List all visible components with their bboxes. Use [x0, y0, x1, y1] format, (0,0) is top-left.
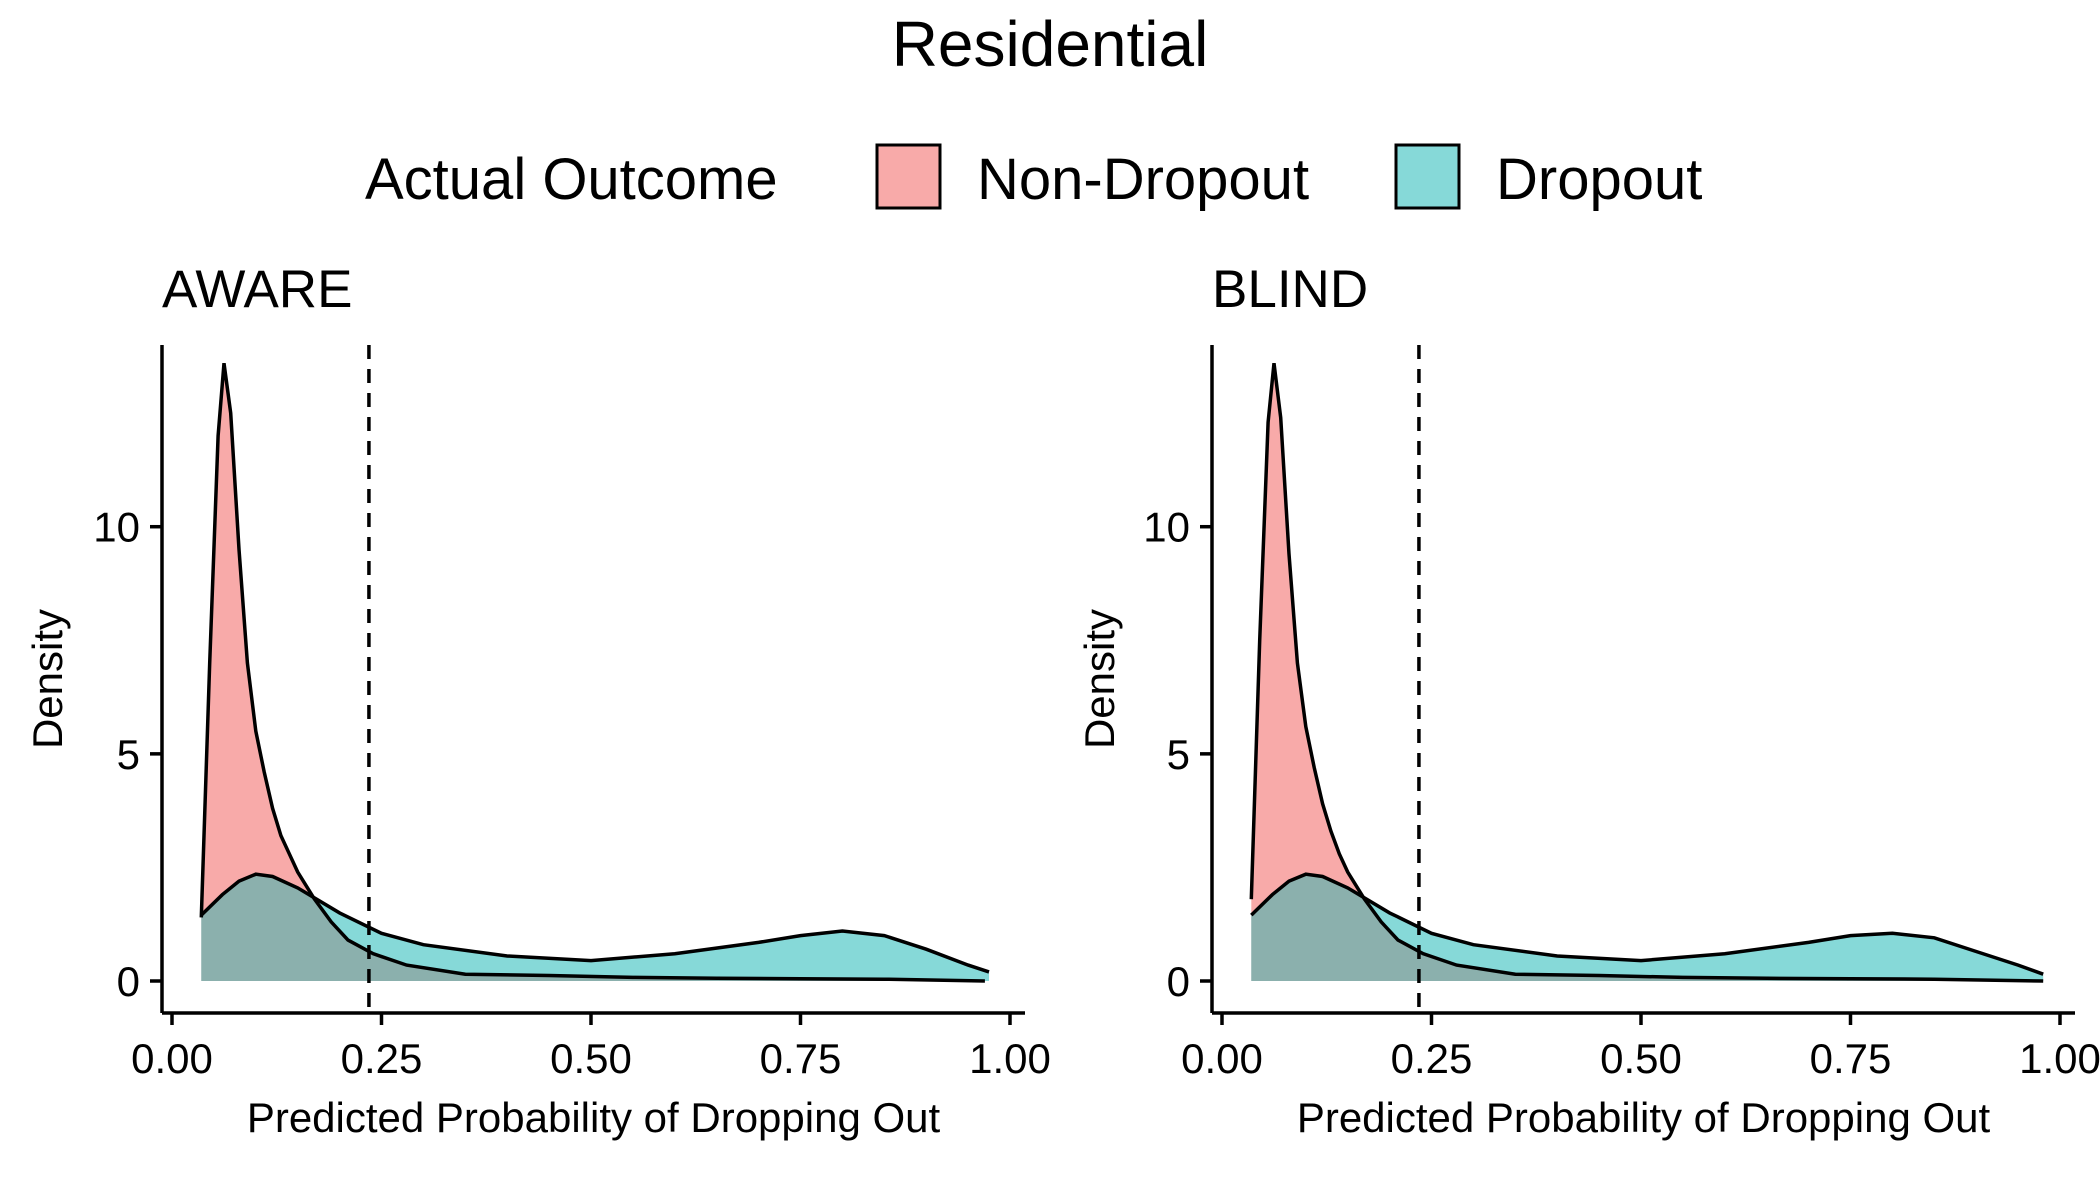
- legend-label-dropout: Dropout: [1496, 147, 1702, 212]
- y-axis-label: Density: [24, 609, 71, 749]
- legend-key-non-dropout: [875, 143, 942, 210]
- x-axis-label: Predicted Probability of Dropping Out: [1297, 1094, 1991, 1141]
- x-tick-label: 0.25: [341, 1035, 423, 1082]
- x-tick-label: 0.50: [550, 1035, 632, 1082]
- x-tick-label: 1.00: [969, 1035, 1051, 1082]
- x-tick-label: 0.00: [131, 1035, 213, 1082]
- density-line-dropout: [1250, 872, 2044, 976]
- x-tick-label: 1.00: [2019, 1035, 2100, 1082]
- x-tick-label: 0.75: [760, 1035, 842, 1082]
- legend-label-non-dropout: Non-Dropout: [977, 147, 1309, 212]
- density-line-non-dropout: [199, 362, 985, 983]
- panel-title: AWARE: [162, 260, 352, 319]
- x-axis-label: Predicted Probability of Dropping Out: [247, 1094, 941, 1141]
- x-tick-label: 0.00: [1181, 1035, 1263, 1082]
- density-area-dropout: [201, 874, 990, 981]
- density-area-non-dropout: [201, 363, 985, 981]
- x-tick-label: 0.75: [1810, 1035, 1892, 1082]
- density-line-dropout: [200, 872, 990, 974]
- density-line-non-dropout: [1249, 362, 2044, 983]
- y-tick-label: 5: [117, 731, 140, 778]
- y-tick-label: 0: [1167, 958, 1190, 1005]
- legend-title: Actual Outcome: [365, 147, 778, 212]
- y-tick-label: 10: [93, 504, 140, 551]
- legend: Actual Outcome Non-Dropout Dropout: [365, 143, 1702, 212]
- y-tick-label: 10: [1143, 504, 1190, 551]
- y-tick-label: 0: [117, 958, 140, 1005]
- y-axis-label: Density: [1076, 609, 1123, 749]
- panel-title: BLIND: [1212, 260, 1368, 319]
- panel-blind: 0.00 0.25 0.50 0.75 1.00 0 5 10 Predicted Probab…: [1076, 260, 2100, 1141]
- density-area-non-dropout: [1251, 363, 2044, 981]
- density-area-dropout: [1251, 874, 2044, 981]
- y-tick-label: 5: [1167, 731, 1190, 778]
- x-tick-label: 0.25: [1391, 1035, 1473, 1082]
- panel-aware: 0.00 0.25 0.50 0.75 1.00 0 5 10 Predicted Probab…: [24, 260, 1051, 1141]
- legend-key-dropout: [1394, 143, 1461, 210]
- chart-title: Residential: [892, 8, 1209, 80]
- x-tick-label: 0.50: [1600, 1035, 1682, 1082]
